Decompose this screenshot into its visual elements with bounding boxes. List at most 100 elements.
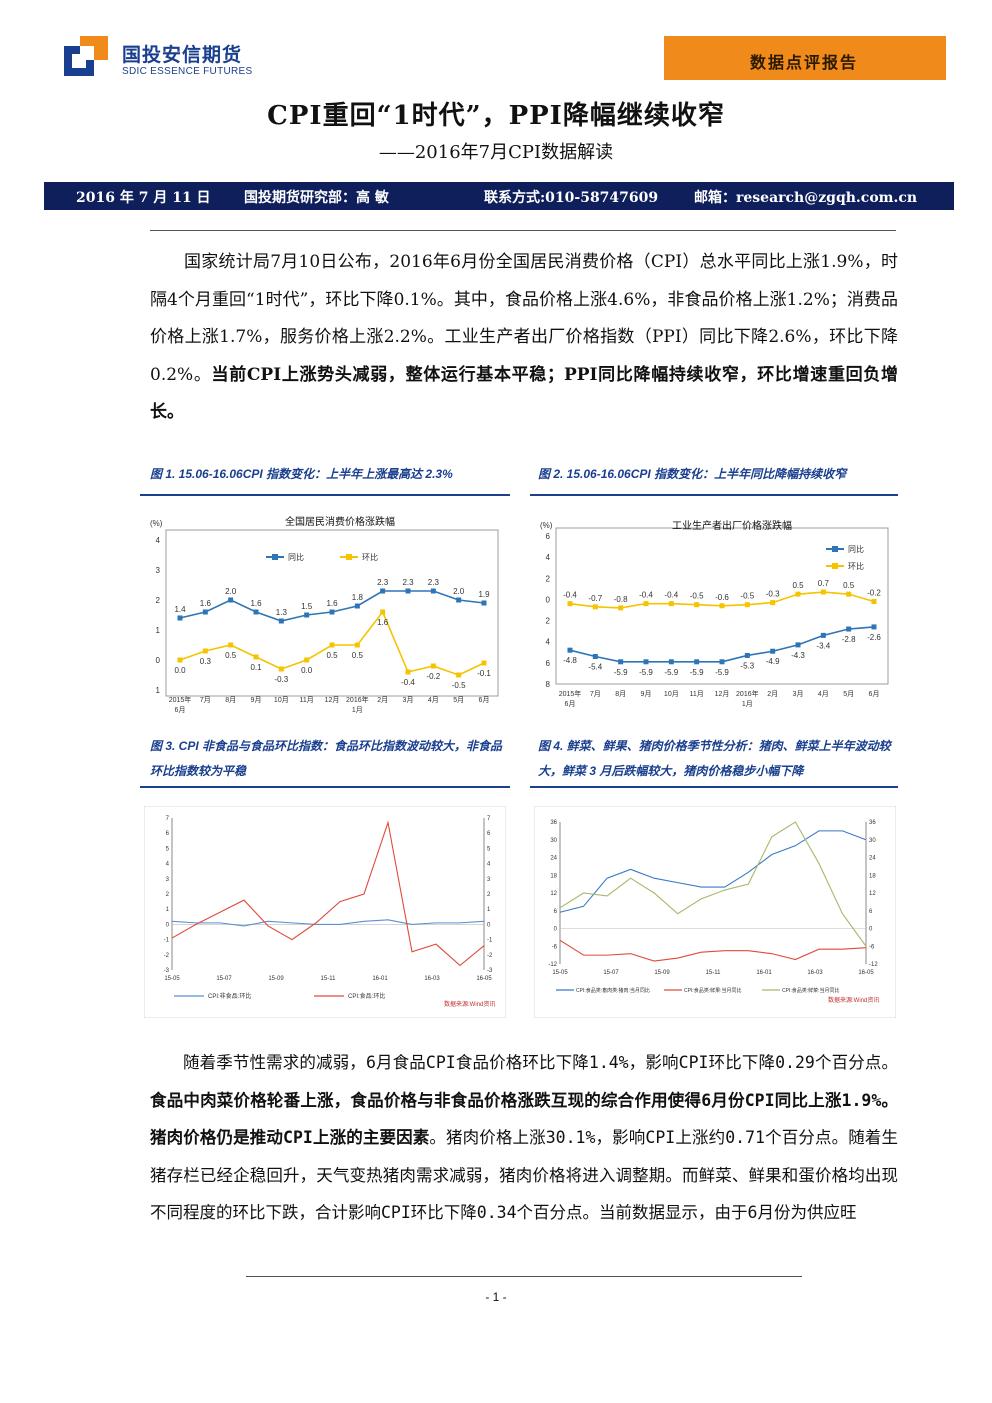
data-label: -0.3 xyxy=(274,675,288,684)
series-line-0 xyxy=(559,830,867,913)
series-line-0 xyxy=(171,919,485,927)
data-point xyxy=(304,657,310,663)
x-tick-label: 6月 xyxy=(565,700,576,708)
data-point xyxy=(228,642,234,648)
x-tick-label: 2月 xyxy=(767,690,778,698)
data-point xyxy=(253,609,259,615)
data-point xyxy=(380,609,386,615)
data-point xyxy=(694,659,700,665)
data-label: 0.0 xyxy=(174,666,186,675)
data-point xyxy=(202,648,208,654)
legend-label-yoy: 同比 xyxy=(848,544,864,554)
y-tick-label: 0 xyxy=(546,595,551,604)
data-label: 0.0 xyxy=(301,666,313,675)
y-tick-label-left: 3 xyxy=(166,877,170,883)
data-label: -0.5 xyxy=(740,592,754,601)
x-tick-label: 16-05 xyxy=(476,976,492,982)
report-date: 2016 年 7 月 11 日 xyxy=(76,190,211,206)
data-point xyxy=(405,669,411,675)
figure-1-caption: 图 1. 15.06-16.06CPI 指数变化：上半年上涨最高达 2.3% xyxy=(150,467,453,481)
x-tick-label: 7月 xyxy=(590,690,601,698)
y-tick-label-left: -6 xyxy=(552,944,558,950)
figure-4-caption: 图 4. 鲜菜、鲜果、猪肉价格季节性分析：猪肉、鲜菜上半年波动较大，鲜菜 3 月… xyxy=(538,739,891,778)
y-unit-label: (%) xyxy=(540,521,553,530)
data-label: 1.4 xyxy=(174,605,186,614)
y-tick-label-left: 24 xyxy=(550,856,557,862)
y-unit-label: (%) xyxy=(150,519,163,528)
data-point xyxy=(380,588,386,594)
legend-label-food: CPI:食品:环比 xyxy=(348,992,385,1000)
data-label: -0.6 xyxy=(715,593,729,602)
data-label: -0.4 xyxy=(563,591,577,600)
y-tick-label-right: 7 xyxy=(487,816,491,822)
data-label: 1.6 xyxy=(200,599,212,608)
y-tick-label-left: 7 xyxy=(166,816,170,822)
series-line-1 xyxy=(171,820,485,967)
data-point xyxy=(846,626,852,632)
y-tick-label-left: 4 xyxy=(166,862,170,868)
x-tick-label: 3月 xyxy=(793,690,804,698)
data-label: 0.5 xyxy=(843,581,855,590)
y-tick-label-right: -6 xyxy=(869,944,875,950)
data-label: -5.9 xyxy=(690,668,704,677)
data-point xyxy=(567,601,573,607)
y-tick-label: 4 xyxy=(546,638,551,647)
y-tick-label-right: 0 xyxy=(869,927,873,933)
y-tick-label-left: 1 xyxy=(166,907,170,913)
legend-label-vegetable: CPI:食品类:鲜菜:当月同比 xyxy=(782,987,840,994)
data-label: -4.8 xyxy=(563,656,577,665)
footer-divider xyxy=(246,1276,802,1277)
caption-rule xyxy=(140,786,510,788)
data-point xyxy=(668,659,674,665)
x-tick-label: 5月 xyxy=(453,696,464,704)
x-tick-label: 4月 xyxy=(428,696,439,704)
data-point xyxy=(430,663,436,669)
y-tick-label: 1 xyxy=(156,626,161,635)
data-point xyxy=(456,672,462,678)
x-tick-label: 15-11 xyxy=(706,970,722,976)
data-point xyxy=(770,600,776,606)
y-tick-label: 2 xyxy=(546,617,551,626)
legend-label-nonfood: CPI:非食品:环比 xyxy=(208,992,251,1000)
x-tick-label: 12月 xyxy=(325,696,340,704)
y-tick-label-left: 0 xyxy=(554,927,558,933)
y-tick-label-left: 18 xyxy=(550,873,557,879)
contact-email[interactable]: 邮箱：research@zgqh.com.cn xyxy=(694,190,918,206)
report-type-badge: 数据点评报告 xyxy=(664,36,946,80)
x-tick-label: 10月 xyxy=(664,690,679,698)
data-label: -0.4 xyxy=(639,591,653,600)
legend-marker-yoy xyxy=(272,554,278,560)
legend-marker-yoy xyxy=(832,546,838,552)
data-point xyxy=(430,588,436,594)
data-point xyxy=(202,609,208,615)
data-label: -0.5 xyxy=(452,681,466,690)
x-tick-label: 15-05 xyxy=(552,970,568,976)
data-label: 2.0 xyxy=(225,587,237,596)
data-label: -5.9 xyxy=(664,668,678,677)
x-tick-label: 1月 xyxy=(742,700,753,708)
source-note: 数据来源:Wind资讯 xyxy=(828,996,879,1004)
x-tick-label: 1月 xyxy=(352,706,363,714)
divider xyxy=(150,230,896,231)
data-label: 0.7 xyxy=(818,579,830,588)
chart-title: 全国居民消费价格涨跌幅 xyxy=(285,515,395,528)
intro-highlight: 当前CPI上涨势头减弱，整体运行基本平稳；PPI同比降幅持续收窄，环比增速重回负… xyxy=(150,364,898,423)
y-tick-label-right: 4 xyxy=(487,862,491,868)
x-tick-label: 7月 xyxy=(200,696,211,704)
x-tick-label: 15-05 xyxy=(164,976,180,982)
x-tick-label: 11月 xyxy=(300,696,314,704)
y-tick-label-left: 36 xyxy=(550,820,557,826)
analysis-text-2: 。猪肉价格上涨30.1%，影响CPI上涨约0.71个百分点。随着生猪存栏已经企稳… xyxy=(150,1128,898,1222)
y-tick-label: 4 xyxy=(156,536,161,545)
x-tick-label: 2016年 xyxy=(736,689,759,698)
data-label: 1.5 xyxy=(301,602,313,611)
data-label: 2.3 xyxy=(428,578,440,587)
data-point xyxy=(820,632,826,638)
x-tick-label: 16-05 xyxy=(858,970,874,976)
data-point xyxy=(278,666,284,672)
x-tick-label: 12月 xyxy=(715,690,730,698)
x-tick-label: 9月 xyxy=(251,696,262,704)
analysis-paragraph: 随着季节性需求的减弱，6月食品CPI食品价格环比下降1.4%，影响CPI环比下降… xyxy=(150,1044,898,1232)
data-point xyxy=(354,642,360,648)
data-point xyxy=(719,603,725,609)
